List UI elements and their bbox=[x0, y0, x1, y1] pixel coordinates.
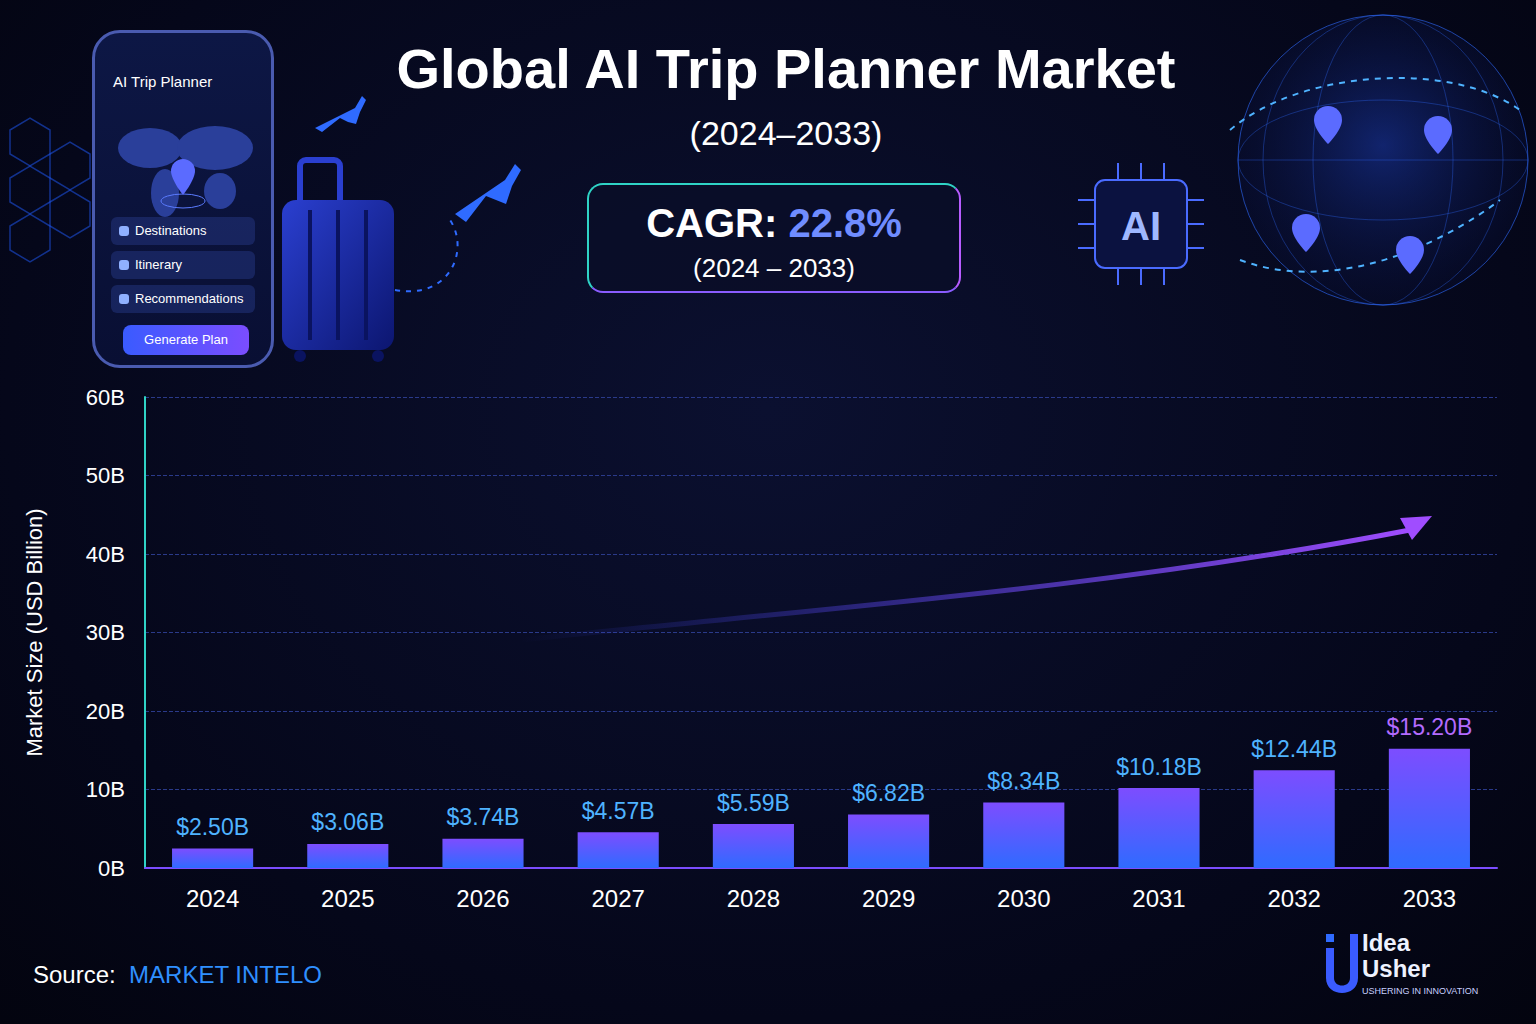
html-text:Generate Plan: Generate Plan bbox=[144, 332, 228, 347]
svg-text:60B: 60B bbox=[86, 385, 125, 410]
html-text:Global AI Trip Planner Market: Global AI Trip Planner Market bbox=[396, 37, 1176, 100]
svg-text:50B: 50B bbox=[86, 463, 125, 488]
svg-text:$12.44B: $12.44B bbox=[1251, 736, 1337, 762]
svg-text:AI: AI bbox=[1121, 204, 1161, 248]
svg-text:2029: 2029 bbox=[862, 885, 915, 912]
svg-text:2026: 2026 bbox=[456, 885, 509, 912]
svg-text:2027: 2027 bbox=[592, 885, 645, 912]
svg-text:2028: 2028 bbox=[727, 885, 780, 912]
html-text:Recommendations: Recommendations bbox=[135, 291, 244, 306]
html-text:Usher: Usher bbox=[1362, 955, 1430, 982]
svg-text:0B: 0B bbox=[98, 856, 125, 881]
svg-text:$6.82B: $6.82B bbox=[852, 780, 925, 806]
svg-text:2031: 2031 bbox=[1132, 885, 1185, 912]
html-text:Destinations: Destinations bbox=[135, 223, 207, 238]
svg-text:2030: 2030 bbox=[997, 885, 1050, 912]
html-text:(2024 – 2033): (2024 – 2033) bbox=[693, 253, 855, 283]
svg-text:$3.06B: $3.06B bbox=[311, 809, 384, 835]
svg-text:20B: 20B bbox=[86, 699, 125, 724]
svg-text:2033: 2033 bbox=[1403, 885, 1456, 912]
svg-text:10B: 10B bbox=[86, 777, 125, 802]
svg-text:$5.59B: $5.59B bbox=[717, 790, 790, 816]
svg-text:2024: 2024 bbox=[186, 885, 239, 912]
svg-text:40B: 40B bbox=[86, 542, 125, 567]
html-text:AI Trip Planner: AI Trip Planner bbox=[113, 73, 213, 90]
html-text:CAGR: 22.8%: CAGR: 22.8% bbox=[646, 201, 902, 245]
svg-text:$3.74B: $3.74B bbox=[447, 804, 520, 830]
svg-text:2025: 2025 bbox=[321, 885, 374, 912]
html-text:Idea: Idea bbox=[1362, 929, 1410, 956]
svg-text:30B: 30B bbox=[86, 620, 125, 645]
html-text:Itinerary: Itinerary bbox=[135, 257, 182, 272]
svg-text:Market Size (USD Billion): Market Size (USD Billion) bbox=[22, 508, 47, 756]
html-text:USHERING IN INNOVATION: USHERING IN INNOVATION bbox=[1362, 986, 1479, 996]
html-text:Source:: Source: bbox=[33, 961, 116, 988]
html-text:MARKET INTELO: MARKET INTELO bbox=[129, 961, 322, 988]
svg-text:$2.50B: $2.50B bbox=[176, 814, 249, 840]
svg-text:$4.57B: $4.57B bbox=[582, 798, 655, 824]
svg-text:$15.20B: $15.20B bbox=[1387, 714, 1473, 740]
svg-text:$10.18B: $10.18B bbox=[1116, 754, 1202, 780]
svg-text:$8.34B: $8.34B bbox=[987, 768, 1060, 794]
svg-text:2032: 2032 bbox=[1268, 885, 1321, 912]
html-text:(2024–2033): (2024–2033) bbox=[689, 114, 883, 152]
